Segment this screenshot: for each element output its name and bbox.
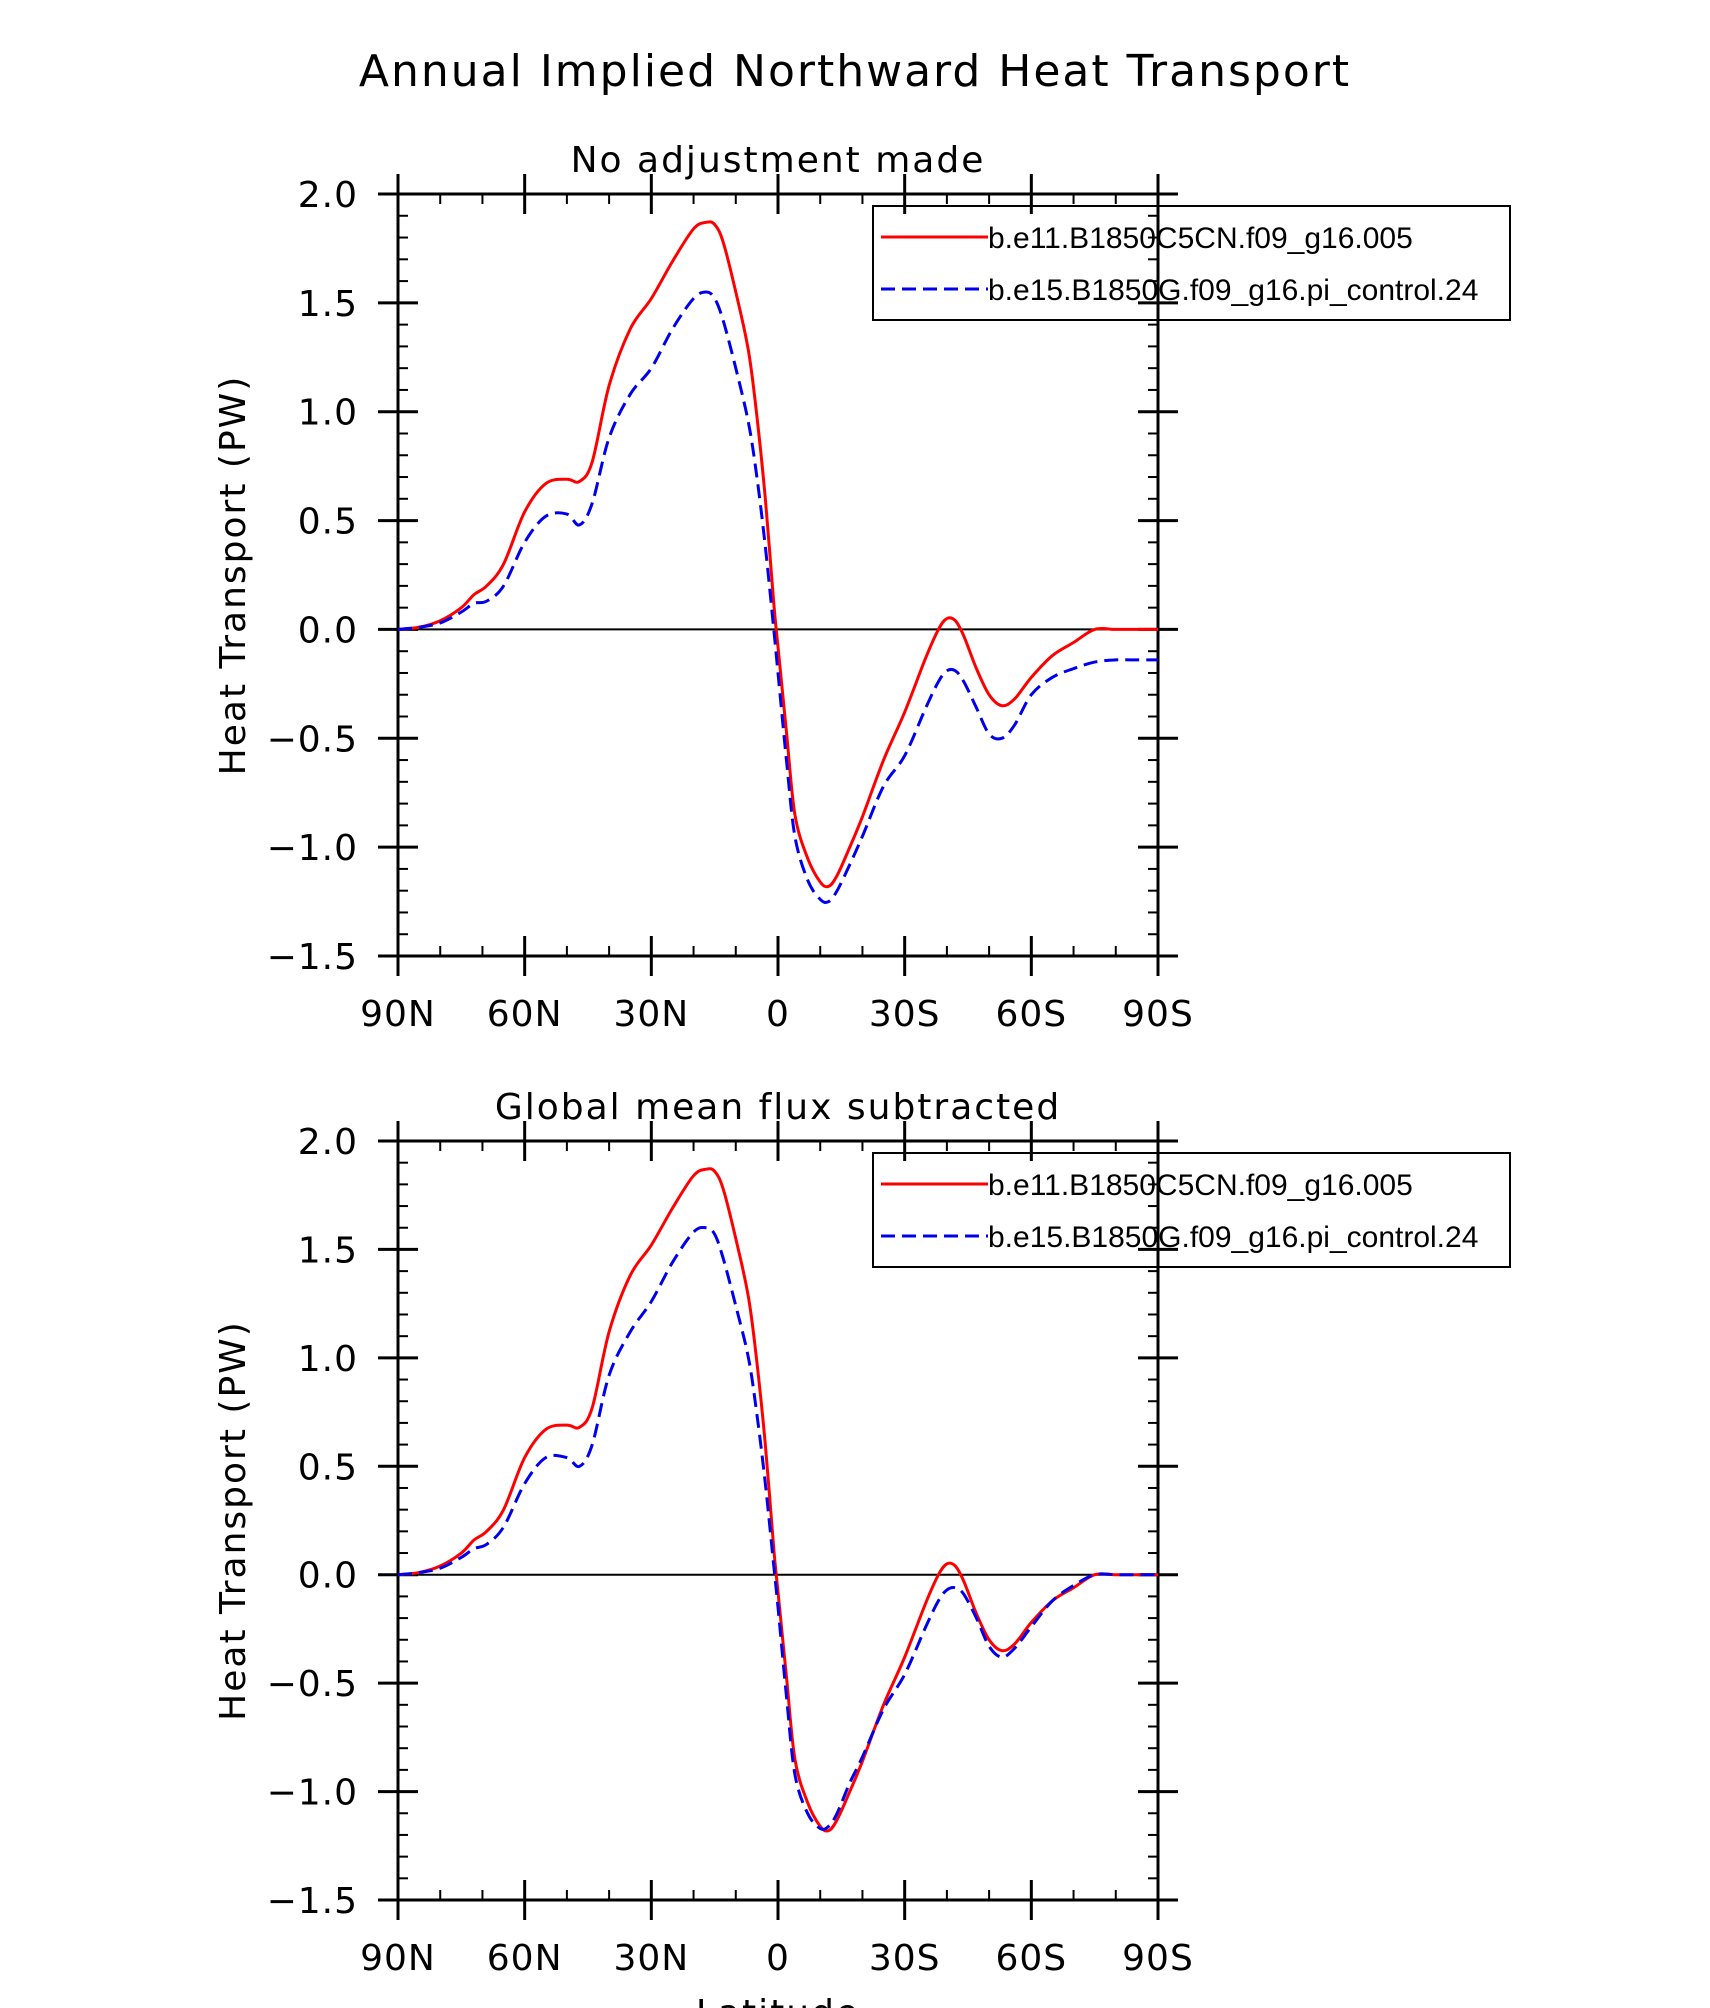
- y-tick-label: −0.5: [267, 719, 358, 760]
- x-tick-label: 90N: [360, 994, 436, 1035]
- x-tick-label: 90N: [360, 1938, 436, 1979]
- legend-label-2: b.e15.B1850G.f09_g16.pi_control.24: [988, 1221, 1478, 1254]
- x-tick-label: 30N: [613, 994, 689, 1035]
- y-tick-label: 1.0: [298, 393, 358, 434]
- legend-label-2: b.e15.B1850G.f09_g16.pi_control.24: [988, 274, 1478, 307]
- y-axis-label: Heat Transport (PW): [213, 375, 254, 776]
- x-tick-label: 30S: [869, 1938, 941, 1979]
- figure-title: Annual Implied Northward Heat Transport: [359, 46, 1351, 97]
- legend-label-1: b.e11.B1850C5CN.f09_g16.005: [988, 1169, 1413, 1202]
- y-tick-label: −0.5: [267, 1664, 358, 1705]
- chart-panel-1: No adjustment made−1.5−1.0−0.50.00.51.01…: [213, 140, 1511, 1035]
- y-tick-label: −1.5: [267, 1881, 358, 1922]
- y-tick-label: 0.0: [298, 610, 358, 651]
- y-tick-label: 2.0: [298, 175, 358, 216]
- x-tick-label: 0: [766, 1938, 790, 1979]
- y-tick-label: −1.5: [267, 937, 358, 978]
- x-tick-label: 30N: [613, 1938, 689, 1979]
- x-tick-label: 90S: [1122, 1938, 1194, 1979]
- x-tick-label: 60N: [487, 1938, 563, 1979]
- plot-frame: [396, 1139, 1160, 1902]
- y-tick-label: 0.5: [298, 502, 358, 543]
- legend-box: [872, 205, 1511, 321]
- y-tick-label: −1.0: [267, 1773, 358, 1814]
- x-axis-label: Latitude: [696, 1993, 860, 2008]
- y-axis-label: Heat Transport (PW): [213, 1320, 254, 1721]
- series-line-1: [397, 1167, 1158, 1833]
- series-line-1: [397, 220, 1158, 889]
- y-tick-label: 0.5: [298, 1447, 358, 1488]
- x-tick-label: 60S: [995, 1938, 1067, 1979]
- chart-panel-2: Global mean flux subtracted−1.5−1.0−0.50…: [213, 1087, 1511, 2008]
- y-tick-label: 2.0: [298, 1122, 358, 1163]
- x-tick-label: 90S: [1122, 994, 1194, 1035]
- x-tick-label: 0: [766, 994, 790, 1035]
- x-tick-label: 30S: [869, 994, 941, 1035]
- series-line-2: [397, 290, 1158, 904]
- y-tick-label: 1.5: [298, 1230, 358, 1271]
- y-tick-label: −1.0: [267, 828, 358, 869]
- x-tick-label: 60S: [995, 994, 1067, 1035]
- legend-box: [872, 1152, 1511, 1268]
- legend-label-1: b.e11.B1850C5CN.f09_g16.005: [988, 222, 1413, 255]
- series-line-2: [397, 1225, 1158, 1831]
- x-tick-label: 60N: [487, 994, 563, 1035]
- legend: b.e11.B1850C5CN.f09_g16.005 b.e15.B1850G.…: [872, 1152, 1511, 1268]
- y-tick-label: 1.5: [298, 284, 358, 325]
- y-tick-label: 0.0: [298, 1556, 358, 1597]
- y-tick-label: 1.0: [298, 1339, 358, 1380]
- legend: b.e11.B1850C5CN.f09_g16.005 b.e15.B1850G.…: [872, 205, 1511, 321]
- plot-frame: [396, 192, 1160, 958]
